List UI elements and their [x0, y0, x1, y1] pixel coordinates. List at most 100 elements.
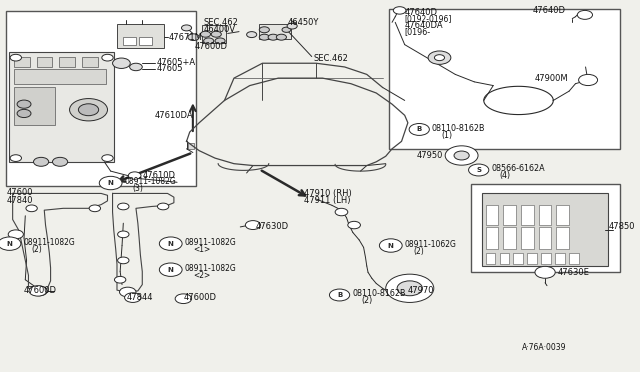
- Text: 47600D: 47600D: [184, 293, 216, 302]
- Circle shape: [200, 31, 211, 37]
- Text: (2): (2): [362, 296, 373, 305]
- Text: N: N: [388, 243, 394, 248]
- Circle shape: [79, 104, 99, 116]
- Bar: [486, 253, 495, 264]
- Circle shape: [397, 281, 422, 296]
- Circle shape: [211, 31, 221, 37]
- Circle shape: [204, 38, 214, 44]
- Bar: [503, 205, 516, 225]
- Bar: [513, 253, 523, 264]
- Circle shape: [468, 164, 489, 176]
- Bar: [527, 253, 537, 264]
- Circle shape: [130, 63, 142, 71]
- Text: N: N: [108, 180, 113, 186]
- Circle shape: [188, 34, 199, 41]
- Circle shape: [454, 151, 469, 160]
- Circle shape: [10, 155, 22, 161]
- Circle shape: [0, 237, 21, 250]
- Bar: [10, 52, 114, 162]
- Circle shape: [159, 237, 182, 250]
- Circle shape: [259, 34, 269, 40]
- Bar: [6, 11, 196, 186]
- Text: 47844: 47844: [127, 293, 153, 302]
- Circle shape: [102, 54, 113, 61]
- Circle shape: [245, 221, 260, 230]
- Bar: [14, 57, 29, 67]
- Bar: [486, 205, 499, 225]
- Text: 47605: 47605: [156, 64, 182, 73]
- Circle shape: [276, 34, 287, 40]
- Circle shape: [102, 155, 113, 161]
- Text: 46450Y: 46450Y: [288, 18, 319, 27]
- Circle shape: [118, 231, 129, 238]
- Text: 47671M: 47671M: [169, 33, 203, 42]
- Text: B: B: [337, 292, 342, 298]
- Circle shape: [394, 7, 406, 14]
- Text: 47840: 47840: [6, 196, 33, 205]
- Text: 08911-1082G: 08911-1082G: [24, 238, 75, 247]
- Text: 47640D: 47640D: [533, 6, 566, 15]
- Text: <2>: <2>: [193, 271, 210, 280]
- Text: B: B: [417, 126, 422, 132]
- Circle shape: [409, 124, 429, 135]
- Text: <1>: <1>: [193, 245, 210, 254]
- Text: 47900M: 47900M: [534, 74, 568, 83]
- Text: 47640D: 47640D: [404, 8, 438, 17]
- Text: SEC.462: SEC.462: [313, 54, 348, 63]
- Circle shape: [577, 10, 593, 19]
- Circle shape: [259, 27, 269, 33]
- Circle shape: [215, 38, 225, 44]
- Text: 47610D: 47610D: [143, 171, 176, 180]
- Circle shape: [10, 54, 22, 61]
- Text: 08566-6162A: 08566-6162A: [492, 164, 545, 173]
- Text: [0196-: [0196-: [404, 27, 431, 36]
- Circle shape: [268, 34, 278, 40]
- Circle shape: [118, 257, 129, 264]
- Text: N: N: [6, 241, 12, 247]
- Text: 08911-1062G: 08911-1062G: [404, 240, 456, 249]
- Text: (2): (2): [31, 245, 42, 254]
- Text: 46400V: 46400V: [204, 25, 236, 33]
- Text: 08110-8162B: 08110-8162B: [432, 124, 485, 133]
- Circle shape: [115, 276, 126, 283]
- Circle shape: [428, 51, 451, 64]
- Text: 47630E: 47630E: [557, 268, 589, 277]
- Text: A·76A·0039: A·76A·0039: [522, 343, 566, 352]
- Bar: [259, 24, 291, 39]
- Circle shape: [52, 157, 68, 166]
- Circle shape: [31, 286, 47, 296]
- Circle shape: [8, 230, 24, 239]
- Bar: [60, 57, 76, 67]
- Circle shape: [129, 172, 141, 179]
- Bar: [500, 253, 509, 264]
- Text: [0192-0196]: [0192-0196]: [404, 14, 452, 23]
- Bar: [486, 227, 499, 249]
- Circle shape: [435, 55, 445, 61]
- Circle shape: [26, 205, 37, 212]
- Text: 47600D: 47600D: [24, 286, 57, 295]
- Bar: [14, 69, 106, 84]
- Text: 08911-1082G: 08911-1082G: [185, 238, 236, 247]
- Text: S: S: [476, 167, 481, 173]
- Text: (4): (4): [500, 171, 511, 180]
- Text: 47850: 47850: [608, 222, 635, 231]
- Circle shape: [89, 205, 100, 212]
- Circle shape: [246, 32, 257, 38]
- Text: 08911-1082G: 08911-1082G: [125, 177, 177, 186]
- Text: 47600: 47600: [6, 188, 33, 197]
- Circle shape: [380, 239, 402, 252]
- Bar: [556, 253, 564, 264]
- Circle shape: [335, 208, 348, 216]
- Circle shape: [33, 157, 49, 166]
- Circle shape: [535, 266, 556, 278]
- Text: (1): (1): [442, 131, 452, 140]
- Bar: [124, 37, 136, 45]
- Circle shape: [118, 203, 129, 210]
- Text: N: N: [168, 241, 173, 247]
- Bar: [556, 227, 569, 249]
- Circle shape: [445, 146, 478, 165]
- Text: 47970: 47970: [408, 286, 435, 295]
- Circle shape: [113, 58, 131, 68]
- Bar: [202, 25, 227, 43]
- Bar: [82, 57, 98, 67]
